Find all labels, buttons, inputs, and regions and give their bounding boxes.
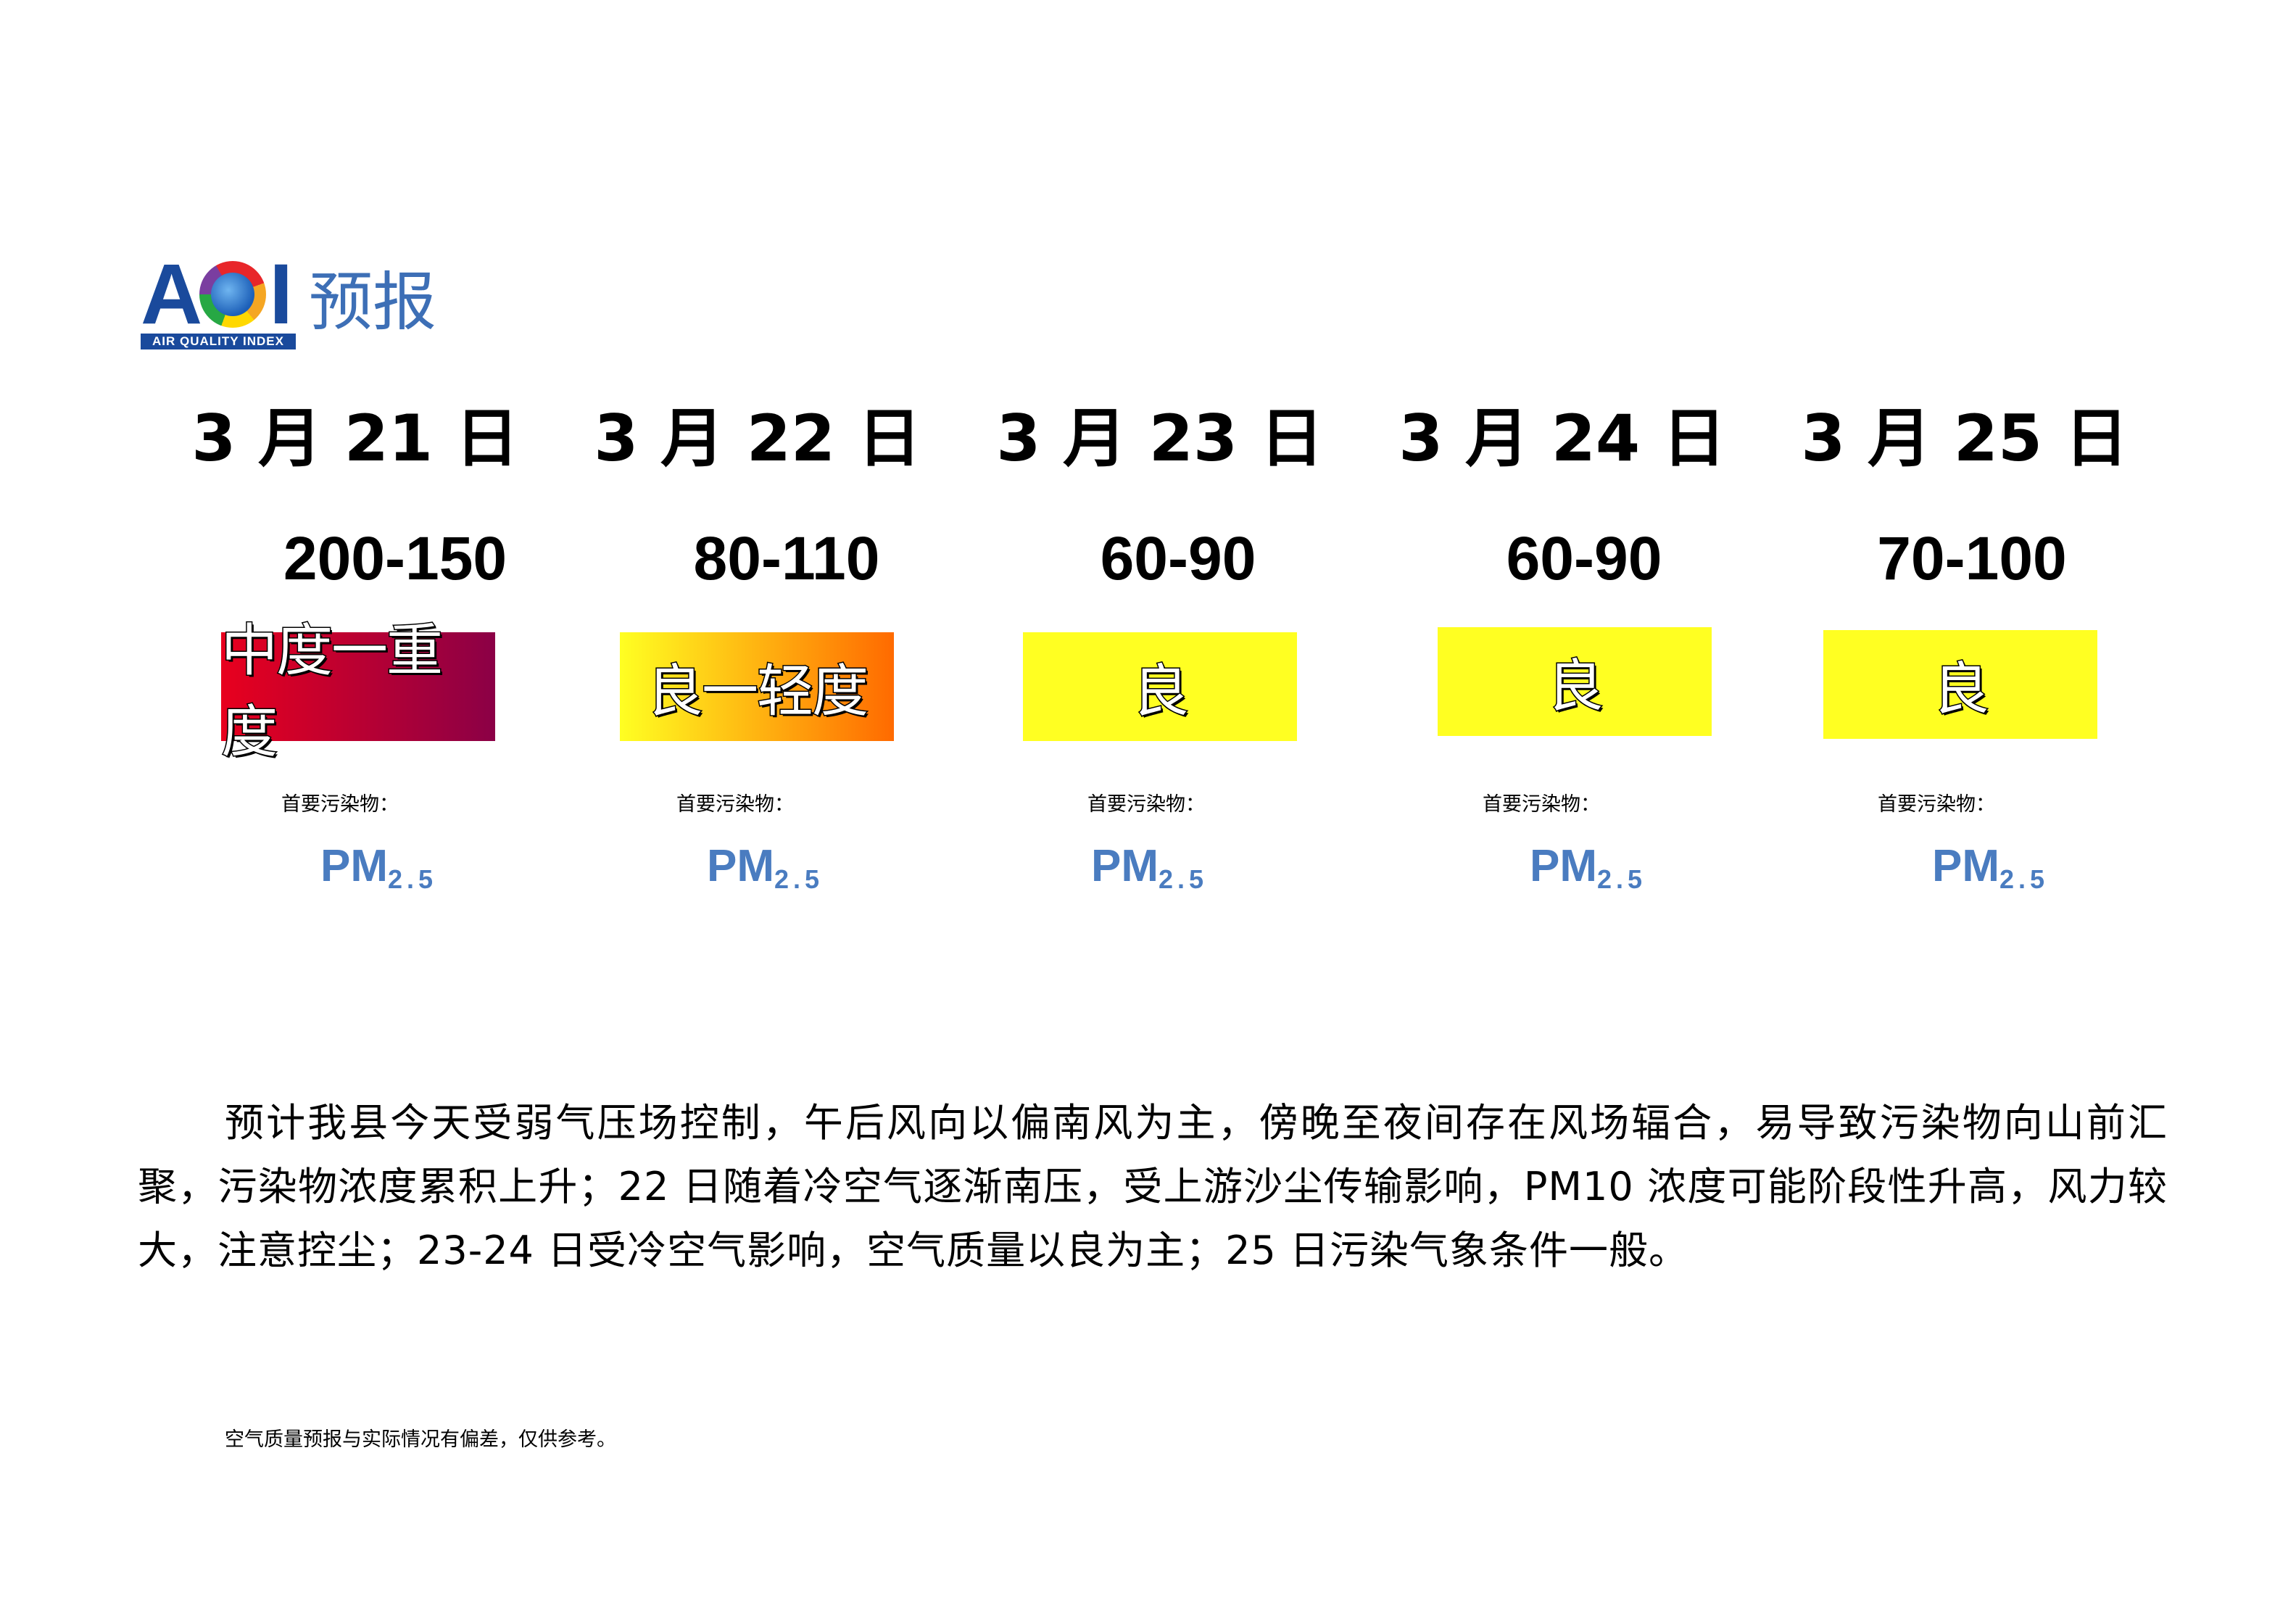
day-5-date: 3 月 25 日 <box>1801 401 2129 476</box>
day-3-pollutant-sub: 2.5 <box>1159 864 1209 894</box>
day-4-pollutant-main: PM <box>1530 841 1597 891</box>
day-2-pollutant-main: PM <box>707 841 774 891</box>
day-1-level-badge: 中度一重度 <box>220 618 495 766</box>
day-5-pollutant: PM2.5 <box>1932 834 2049 912</box>
day-2-pollutant-label: 首要污染物： <box>676 793 794 816</box>
day-1-aqi-range: 200-150 <box>283 524 507 592</box>
day-2-aqi-range: 80-110 <box>693 524 880 592</box>
day-1-pollutant: PM2.5 <box>320 834 437 912</box>
day-3-pollutant: PM2.5 <box>1091 834 1208 912</box>
day-3-pollutant-label: 首要污染物： <box>1087 793 1205 816</box>
day-4-pollutant-label: 首要污染物： <box>1483 793 1600 816</box>
day-2-level-badge: 良一轻度 <box>620 632 894 741</box>
day-2-pollutant-sub: 2.5 <box>774 864 824 894</box>
day-2-pollutant: PM2.5 <box>707 834 824 912</box>
day-3-level-badge: 良 <box>1023 632 1297 741</box>
forecast-description: 预计我县今天受弱气压场控制，午后风向以偏南风为主，傍晚至夜间存在风场辐合，易导致… <box>138 1100 2168 1273</box>
globe-icon <box>199 261 267 328</box>
day-3-pollutant-main: PM <box>1091 841 1159 891</box>
day-1-pollutant-sub: 2.5 <box>388 864 438 894</box>
day-5-pollutant-sub: 2.5 <box>1999 864 2050 894</box>
day-3-aqi-range: 60-90 <box>1100 524 1256 592</box>
day-5-aqi-range: 70-100 <box>1877 524 2067 592</box>
disclaimer: 空气质量预报与实际情况有偏差，仅供参考。 <box>225 1428 616 1451</box>
day-5-pollutant-label: 首要污染物： <box>1878 793 1995 816</box>
day-2-date: 3 月 22 日 <box>594 401 921 476</box>
day-3-date: 3 月 23 日 <box>996 401 1324 476</box>
day-1-date: 3 月 21 日 <box>191 401 519 476</box>
day-4-date: 3 月 24 日 <box>1398 401 1726 476</box>
day-5-level-badge: 良 <box>1823 630 2097 739</box>
day-4-level-badge: 良 <box>1438 627 1712 736</box>
day-4-pollutant: PM2.5 <box>1530 834 1646 912</box>
aqi-logo-subtitle: AIR QUALITY INDEX <box>141 334 296 349</box>
day-4-pollutant-sub: 2.5 <box>1597 864 1647 894</box>
day-5-pollutant-main: PM <box>1932 841 1999 891</box>
page-title: 预报 <box>309 265 437 339</box>
day-1-pollutant-label: 首要污染物： <box>281 793 399 816</box>
day-1-pollutant-main: PM <box>320 841 388 891</box>
day-4-aqi-range: 60-90 <box>1506 524 1662 592</box>
